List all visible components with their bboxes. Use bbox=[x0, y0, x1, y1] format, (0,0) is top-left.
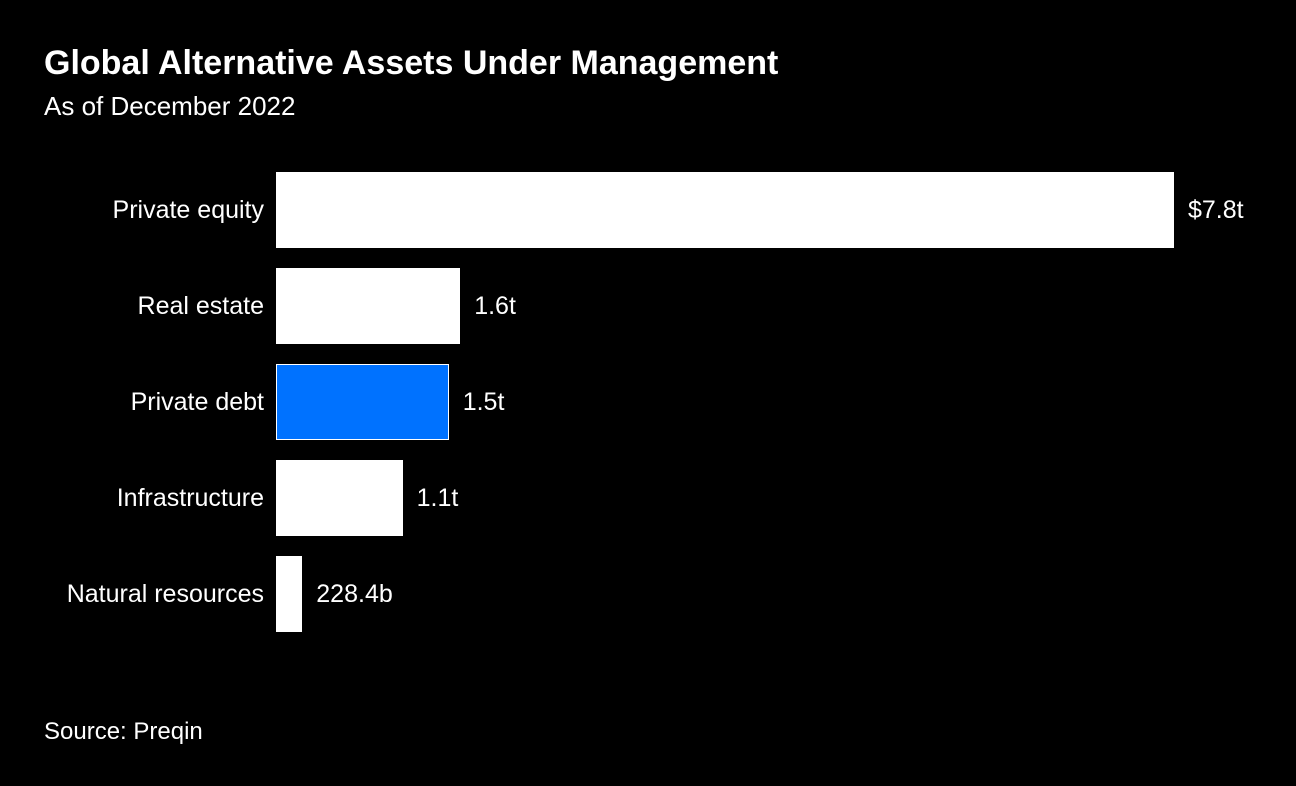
value-label: $7.8t bbox=[1174, 196, 1244, 225]
value-label: 1.5t bbox=[449, 388, 505, 417]
chart-container: Global Alternative Assets Under Manageme… bbox=[0, 0, 1296, 786]
bar bbox=[276, 460, 403, 536]
category-label: Private debt bbox=[44, 388, 276, 417]
bar bbox=[276, 364, 449, 440]
bar-wrap: 1.6t bbox=[276, 268, 1232, 344]
category-label: Real estate bbox=[44, 292, 276, 321]
chart-title: Global Alternative Assets Under Manageme… bbox=[44, 44, 1252, 83]
value-label: 1.1t bbox=[403, 484, 459, 513]
bar-wrap: 1.5t bbox=[276, 364, 1232, 440]
bar bbox=[276, 172, 1174, 248]
category-label: Natural resources bbox=[44, 580, 276, 609]
chart-rows: Private equity$7.8tReal estate1.6tPrivat… bbox=[44, 172, 1252, 632]
bar-wrap: 228.4b bbox=[276, 556, 1232, 632]
bar-row: Infrastructure 1.1t bbox=[44, 460, 1232, 536]
category-label: Private equity bbox=[44, 196, 276, 225]
chart-subtitle: As of December 2022 bbox=[44, 91, 1252, 122]
category-label: Infrastructure bbox=[44, 484, 276, 513]
value-label: 228.4b bbox=[302, 580, 392, 609]
value-label: 1.6t bbox=[460, 292, 516, 321]
bar bbox=[276, 268, 460, 344]
bar-row: Private equity$7.8t bbox=[44, 172, 1232, 248]
bar-row: Private debt 1.5t bbox=[44, 364, 1232, 440]
bar bbox=[276, 556, 302, 632]
bar-wrap: $7.8t bbox=[276, 172, 1244, 248]
chart-source: Source: Preqin bbox=[44, 718, 203, 746]
bar-row: Real estate 1.6t bbox=[44, 268, 1232, 344]
bar-row: Natural resources 228.4b bbox=[44, 556, 1232, 632]
bar-wrap: 1.1t bbox=[276, 460, 1232, 536]
